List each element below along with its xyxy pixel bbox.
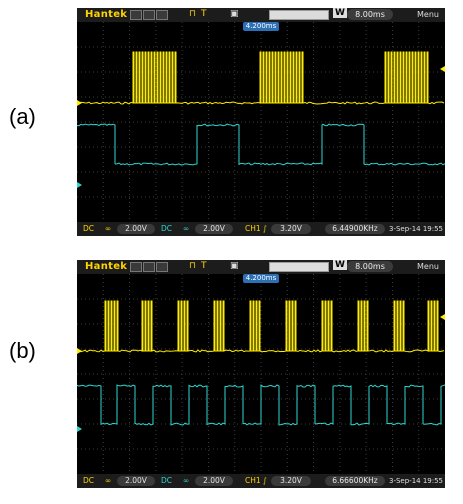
- cursor-icon[interactable]: [143, 10, 155, 20]
- trigger-level[interactable]: 3.20V: [271, 476, 311, 486]
- rising-edge-icon: ∫: [263, 224, 267, 233]
- trigger-level-marker[interactable]: [440, 66, 445, 72]
- ch2-ground-marker[interactable]: [77, 426, 82, 432]
- timebase-display[interactable]: 8.00ms: [347, 9, 393, 20]
- trigger-level[interactable]: 3.20V: [271, 224, 311, 234]
- run-mode-label: T: [201, 261, 207, 271]
- cursor-icon[interactable]: [143, 262, 155, 272]
- display-icon[interactable]: [156, 262, 168, 272]
- scope-graticule: [77, 274, 445, 474]
- rising-edge-icon: ∫: [263, 476, 267, 485]
- ch2-ground-marker[interactable]: [77, 182, 82, 188]
- ch1-probe-icon: ∞: [105, 224, 112, 233]
- run-state-icon: ⊓: [189, 261, 197, 271]
- frequency-readout: 6.44900KHz: [325, 224, 385, 234]
- ch1-ground-marker[interactable]: [77, 100, 82, 106]
- ch2-probe-icon: ∞: [183, 476, 190, 485]
- menu-button[interactable]: Menu: [417, 262, 439, 271]
- brand-logo: Hantek: [85, 261, 128, 272]
- ch1-ground-marker[interactable]: [77, 348, 82, 354]
- timebase-display[interactable]: 8.00ms: [347, 261, 393, 272]
- scope-status-bar: DC ∞ 2.00V DC ∞ 2.00V CH1 ∫ 3.20V 6.6660…: [77, 474, 445, 488]
- datetime: 3-Sep-14 19:55: [389, 225, 444, 233]
- frequency-readout: 6.66600KHz: [325, 476, 385, 486]
- ch2-probe-icon: ∞: [183, 224, 190, 233]
- memory-depth-icon: [269, 262, 329, 272]
- ch2-coupling-icon: DC: [161, 224, 173, 233]
- ch2-trace: [77, 384, 445, 426]
- ch1-coupling-icon: DC: [83, 476, 95, 485]
- ch1-scale[interactable]: 2.00V: [117, 224, 155, 234]
- waveform-icon[interactable]: [130, 10, 142, 20]
- datetime: 3-Sep-14 19:55: [389, 477, 444, 485]
- ch1-probe-icon: ∞: [105, 476, 112, 485]
- run-state-icon: ⊓: [189, 9, 197, 19]
- save-icon[interactable]: ▣: [230, 9, 239, 19]
- ch1-trace: [77, 300, 445, 353]
- ch2-coupling-icon: DC: [161, 476, 173, 485]
- scope-status-bar: DC ∞ 2.00V DC ∞ 2.00V CH1 ∫ 3.20V 6.4490…: [77, 222, 445, 236]
- save-icon[interactable]: ▣: [230, 261, 239, 271]
- oscilloscope-screen-b: Hantek ⊓ T ▣ W 8.00ms Menu 4.200ms DC ∞ …: [77, 260, 445, 488]
- scope-top-bar: Hantek ⊓ T ▣ W 8.00ms Menu: [77, 260, 445, 274]
- trigger-level-marker[interactable]: [440, 314, 445, 320]
- ch1-scale[interactable]: 2.00V: [117, 476, 155, 486]
- panel-label-a: (a): [9, 104, 36, 129]
- time-mode-letter: W: [333, 260, 347, 270]
- waveform-icon[interactable]: [130, 262, 142, 272]
- scope-top-bar: Hantek ⊓ T ▣ W 8.00ms Menu: [77, 8, 445, 22]
- ch2-scale[interactable]: 2.00V: [195, 224, 233, 234]
- trigger-channel: CH1: [245, 476, 261, 485]
- ch1-coupling-icon: DC: [83, 224, 95, 233]
- memory-depth-icon: [269, 10, 329, 20]
- scope-graticule: [77, 22, 445, 222]
- run-mode-label: T: [201, 9, 207, 19]
- ch1-trace: [77, 51, 445, 105]
- ch2-trace: [77, 123, 445, 166]
- ch2-scale[interactable]: 2.00V: [195, 476, 233, 486]
- brand-logo: Hantek: [85, 9, 128, 20]
- trigger-position-badge[interactable]: 4.200ms: [243, 22, 279, 31]
- panel-label-b: (b): [9, 338, 36, 363]
- trigger-position-badge[interactable]: 4.200ms: [243, 274, 279, 283]
- menu-button[interactable]: Menu: [417, 10, 439, 19]
- oscilloscope-screen-a: Hantek ⊓ T ▣ W 8.00ms Menu 4.200ms DC ∞ …: [77, 8, 445, 236]
- trigger-channel: CH1: [245, 224, 261, 233]
- time-mode-letter: W: [333, 8, 347, 18]
- display-icon[interactable]: [156, 10, 168, 20]
